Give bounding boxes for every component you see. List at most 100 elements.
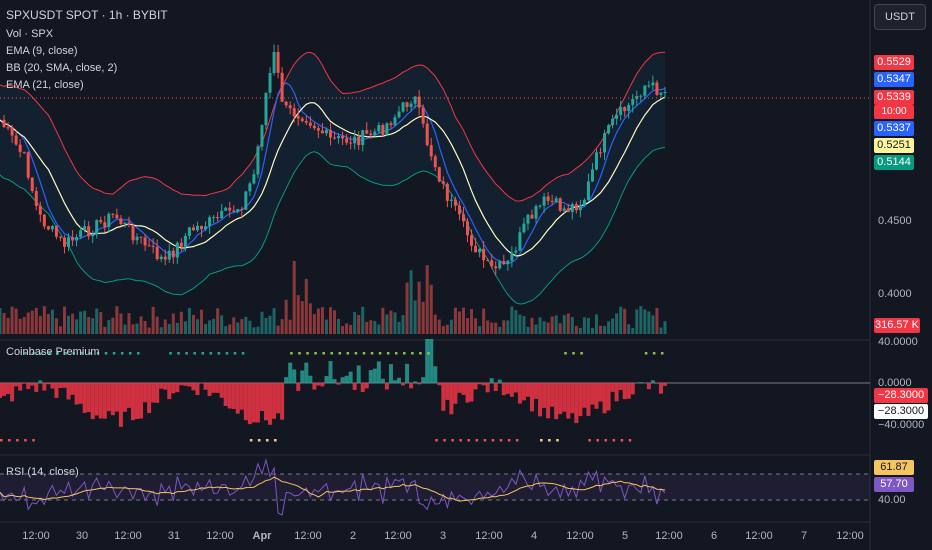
premium-signal-dot: [177, 352, 180, 355]
volume-bar: [200, 309, 204, 334]
candle-body: [365, 130, 369, 134]
premium-signal-dot: [419, 352, 422, 355]
volume-bar: [647, 311, 651, 334]
premium-signal-dot: [451, 439, 454, 442]
countdown-tag: 10:00: [874, 105, 914, 119]
legend-ema9[interactable]: EMA (9, close): [6, 45, 78, 57]
volume-bar: [554, 315, 558, 334]
premium-signal-dot: [370, 352, 374, 355]
candle-body: [42, 214, 46, 227]
premium-signal-dot: [64, 352, 67, 355]
volume-bar: [381, 307, 385, 334]
candle-body: [300, 118, 304, 121]
volume-bar: [526, 326, 530, 334]
candle-body: [498, 261, 502, 269]
volume-bar: [482, 308, 486, 334]
volume-bar: [18, 318, 22, 334]
candle-body: [413, 96, 417, 104]
volume-bar: [296, 295, 300, 334]
time-tick: 12:00: [114, 530, 142, 542]
candle-body: [54, 225, 58, 237]
candle-body: [550, 200, 554, 202]
volume-bar: [54, 318, 58, 334]
volume-bar: [204, 324, 208, 334]
candle-body: [304, 120, 308, 123]
candle-body: [349, 142, 353, 144]
ema21-tag: 0.5251: [874, 138, 914, 153]
candle-body: [369, 133, 373, 136]
premium-signal-dot: [540, 439, 543, 442]
candle-body: [611, 118, 615, 126]
volume-bar: [232, 317, 236, 334]
candle-body: [554, 198, 558, 202]
volume-bar: [369, 320, 373, 334]
volume-bar: [361, 306, 365, 334]
volume-bar: [510, 306, 514, 334]
volume-bar: [530, 317, 534, 334]
volume-bar: [603, 326, 607, 334]
candle-body: [58, 236, 62, 238]
premium-signal-dot: [298, 352, 301, 355]
candle-body: [212, 216, 216, 218]
legend-volume[interactable]: Vol · SPX: [6, 28, 54, 40]
premium-white-tag: −28.3000: [874, 404, 928, 419]
legend-coinbase-premium[interactable]: Coinbase Premium: [6, 346, 100, 358]
rsi-band: [0, 474, 870, 500]
volume-bar: [425, 265, 429, 334]
candle-body: [381, 124, 385, 135]
volume-bar: [10, 306, 14, 334]
candle-body: [34, 190, 38, 206]
volume-bar: [373, 320, 377, 334]
candle-body: [478, 248, 482, 253]
candle-body: [647, 85, 651, 87]
volume-bar: [151, 306, 155, 334]
bb-lower-line: [0, 146, 666, 305]
volume-bar: [643, 309, 647, 334]
candle-body: [474, 245, 478, 253]
volume-bar: [58, 326, 62, 334]
candle-body: [341, 136, 345, 139]
volume-bar: [139, 316, 143, 334]
volume-bar: [558, 323, 562, 334]
currency-button[interactable]: USDT: [874, 4, 926, 30]
volume-bar: [522, 316, 526, 334]
volume-bar: [38, 316, 42, 334]
candle-body: [538, 205, 542, 207]
candle-body: [143, 237, 147, 246]
premium-signal-dot: [217, 352, 221, 355]
volume-bar: [280, 319, 284, 334]
volume-bar: [534, 324, 538, 334]
volume-bar: [611, 318, 615, 334]
premium-signal-dot: [249, 439, 253, 442]
volume-bar: [276, 325, 280, 334]
volume-bar: [405, 282, 409, 334]
candle-body: [631, 98, 635, 105]
candle-body: [163, 256, 167, 260]
candle-body: [99, 220, 103, 223]
candle-body: [441, 181, 445, 184]
candle-body: [558, 198, 562, 211]
candle-body: [288, 105, 292, 109]
price-tick-0450: 0.4500: [878, 215, 912, 227]
candle-body: [385, 123, 389, 135]
candle-body: [228, 207, 232, 211]
volume-bar: [50, 309, 54, 334]
volume-bar: [143, 321, 147, 334]
candle-body: [486, 260, 490, 262]
legend-ema21[interactable]: EMA (21, close): [6, 79, 84, 91]
ema9-tag: 0.5347: [874, 72, 914, 87]
price-tick-0400: 0.4000: [878, 288, 912, 300]
premium-signal-dot: [233, 352, 237, 355]
premium-signal-dot: [96, 352, 100, 355]
candle-body: [599, 152, 603, 154]
legend-bb[interactable]: BB (20, SMA, close, 2): [6, 62, 118, 74]
candle-body: [316, 128, 320, 131]
legend-rsi[interactable]: RSI (14, close): [6, 466, 79, 478]
volume-bar: [111, 317, 115, 334]
time-tick: 12:00: [566, 530, 594, 542]
volume-bar: [615, 313, 619, 334]
volume-bar: [131, 324, 135, 334]
candle-body: [590, 169, 594, 182]
